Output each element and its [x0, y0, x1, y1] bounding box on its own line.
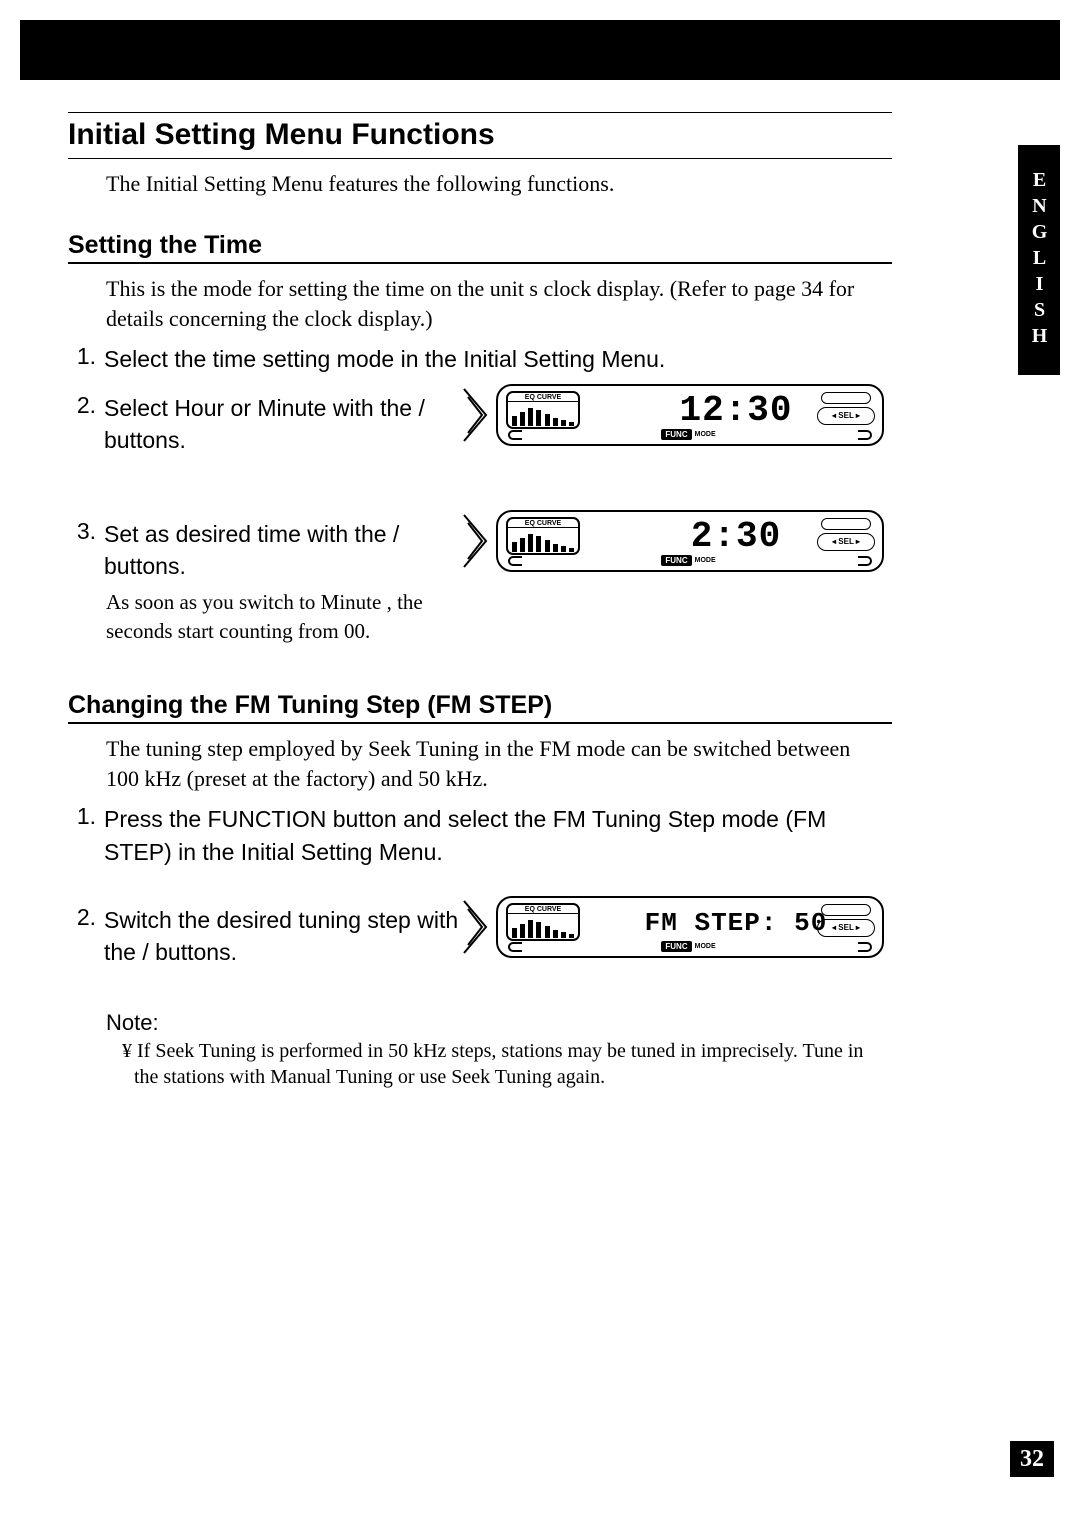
time-step-2: 2. Select Hour or Minute with the / butt… [68, 392, 462, 456]
func-label: FUNC [661, 555, 691, 566]
step-text: Switch the desired tuning step with the … [104, 904, 462, 968]
subheading-fmstep: Changing the FM Tuning Step (FM STEP) [68, 691, 892, 724]
panel-bottom-strip: FUNC MODE [508, 940, 872, 954]
pointer-icon [462, 513, 488, 569]
fm-step-2-row: 2. Switch the desired tuning step with t… [68, 896, 892, 968]
time-step-1: 1. Select the time setting mode in the I… [68, 343, 892, 375]
top-black-bar [20, 20, 1060, 80]
time-intro: This is the mode for setting the time on… [106, 274, 886, 333]
step-subtext: As soon as you switch to Minute , the se… [106, 588, 456, 645]
step-text: Press the FUNCTION button and select the… [104, 803, 892, 867]
panel-bottom-strip: FUNC MODE [508, 554, 872, 568]
eq-label: EQ CURVE [508, 519, 578, 528]
eq-label: EQ CURVE [508, 393, 578, 402]
pointer-icon [462, 899, 488, 955]
note-heading: Note: [106, 1010, 1008, 1036]
lcd-panel: EQ CURVE 12:30 ◂ SEL ▸ FUNC [496, 384, 884, 446]
fm-step-1: 1. Press the FUNCTION button and select … [68, 803, 892, 867]
panel-bottom-strip: FUNC MODE [508, 428, 872, 442]
fm-step-2: 2. Switch the desired tuning step with t… [68, 904, 462, 968]
intro-text: The Initial Setting Menu features the fo… [106, 171, 886, 197]
step-number: 2. [68, 392, 104, 419]
display-illustration-2: EQ CURVE 2:30 ◂ SEL ▸ FUNC [462, 510, 884, 572]
mode-label: MODE [692, 431, 719, 438]
eq-bars [508, 402, 578, 427]
time-step-3-row: 3. Set as desired time with the / button… [68, 510, 892, 645]
page-content: Initial Setting Menu Functions The Initi… [68, 112, 1008, 1090]
step-number: 1. [68, 803, 104, 830]
func-label: FUNC [661, 429, 691, 440]
fmstep-intro: The tuning step employed by Seek Tuning … [106, 734, 886, 793]
step-number: 3. [68, 518, 104, 545]
language-tab: ENGLISH [1018, 145, 1060, 375]
time-step-3: 3. Set as desired time with the / button… [68, 518, 462, 582]
time-step-2-row: 2. Select Hour or Minute with the / butt… [68, 384, 892, 456]
step-text: Select Hour or Minute with the / buttons… [104, 392, 462, 456]
step-text: Select the time setting mode in the Init… [104, 343, 892, 375]
page-number: 32 [1010, 1441, 1054, 1477]
eq-curve-box: EQ CURVE [506, 391, 580, 429]
pointer-icon [462, 387, 488, 443]
eq-curve-box: EQ CURVE [506, 903, 580, 941]
eq-bars [508, 914, 578, 939]
mode-label: MODE [692, 557, 719, 564]
display-illustration-3: EQ CURVE FM STEP: 50 ◂ SEL ▸ [462, 896, 884, 958]
note-body: ¥ If Seek Tuning is performed in 50 kHz … [106, 1038, 886, 1090]
display-illustration-1: EQ CURVE 12:30 ◂ SEL ▸ FUNC [462, 384, 884, 446]
eq-curve-box: EQ CURVE [506, 517, 580, 555]
func-label: FUNC [661, 941, 691, 952]
section-heading-main: Initial Setting Menu Functions [68, 112, 892, 159]
step-text: Set as desired time with the / buttons. [104, 518, 462, 582]
lcd-panel: EQ CURVE 2:30 ◂ SEL ▸ FUNC [496, 510, 884, 572]
subheading-time: Setting the Time [68, 231, 892, 264]
step-number: 2. [68, 904, 104, 931]
eq-bars [508, 528, 578, 553]
eq-label: EQ CURVE [508, 905, 578, 914]
mode-label: MODE [692, 943, 719, 950]
step-number: 1. [68, 343, 104, 370]
lcd-panel: EQ CURVE FM STEP: 50 ◂ SEL ▸ [496, 896, 884, 958]
